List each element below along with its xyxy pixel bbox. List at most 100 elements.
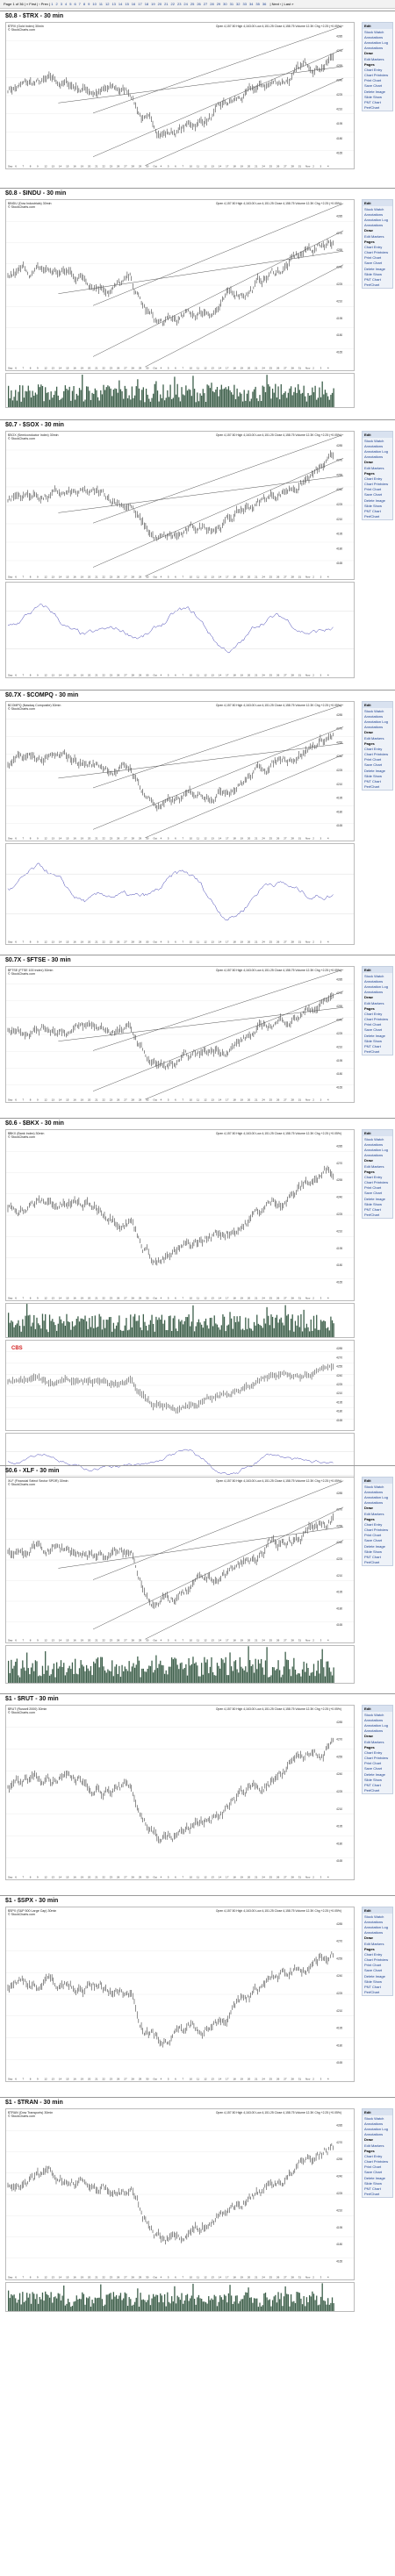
pager-page-link[interactable]: 9 <box>88 2 90 6</box>
sidebar-item[interactable]: Stock Watch <box>364 2115 384 2121</box>
chart-title[interactable]: $0.6 - XLF - 30 min <box>5 1468 60 1474</box>
sidebar-item[interactable]: Pages <box>364 2148 375 2153</box>
sidebar-item[interactable]: PNT Chart <box>364 1207 381 1213</box>
sidebar-item[interactable]: PerfChart <box>364 1990 380 1995</box>
trend-channel-line[interactable] <box>145 487 344 576</box>
pager-page-link[interactable]: 32 <box>236 2 241 6</box>
trend-channel-line[interactable] <box>92 48 344 157</box>
pager-page-link[interactable]: 23 <box>176 2 182 6</box>
sidebar-item[interactable]: Delete Image <box>364 2175 385 2180</box>
sidebar-item[interactable]: PerfChart <box>364 105 380 111</box>
pager-page-link[interactable]: 25 <box>190 2 195 6</box>
sidebar-header[interactable]: Edit <box>363 1706 392 1712</box>
pager-page-link[interactable]: 17 <box>138 2 142 6</box>
sidebar-item[interactable]: Chart Printview <box>364 1957 389 1963</box>
sidebar-item[interactable]: Annotation Log <box>364 719 388 724</box>
pager-page-link[interactable]: 7 <box>78 2 81 6</box>
chart-title[interactable]: $0.8 - $INDU - 30 min <box>5 190 67 197</box>
chart-title[interactable]: $0.7X - $FTSE - 30 min <box>5 957 71 963</box>
trend-channel-line[interactable] <box>92 1480 344 1580</box>
chart-title[interactable]: $1 - $RUT - 30 min <box>5 1696 59 1702</box>
chart-annotation[interactable]: CBS <box>11 1346 23 1351</box>
sidebar-item[interactable]: Slide Show <box>364 1201 383 1206</box>
sidebar-item[interactable]: Annotation Log <box>364 1722 388 1728</box>
pager-page-link[interactable]: 6 <box>74 2 76 6</box>
sidebar-item[interactable]: Annotation Log <box>364 1147 388 1152</box>
pager-page-link[interactable]: 22 <box>170 2 175 6</box>
pager-prefix[interactable]: Page 1 of 36 | « First | ‹ Prev | <box>4 2 51 6</box>
sidebar-item[interactable]: Chart Entry <box>364 244 383 249</box>
trend-channel-line[interactable] <box>58 743 344 779</box>
sidebar-item[interactable]: Delete Image <box>364 1196 385 1201</box>
sidebar-item[interactable]: PerfChart <box>364 2192 380 2197</box>
pager-page-link[interactable]: 12 <box>104 2 110 6</box>
sidebar-item[interactable]: Chart Printview <box>364 2159 389 2165</box>
sidebar-item[interactable]: Draw <box>364 460 373 465</box>
pager-page-link[interactable]: 15 <box>125 2 129 6</box>
sidebar-header[interactable]: Edit <box>363 1130 392 1136</box>
sidebar-item[interactable]: Save Chart <box>364 762 383 768</box>
sidebar-item[interactable]: Edit Markers <box>364 1000 384 1005</box>
sidebar-item[interactable]: Edit Markers <box>364 1739 384 1744</box>
sidebar-item[interactable]: PNT Chart <box>364 277 381 283</box>
chart-title[interactable]: $1 - $TRAN - 30 min <box>5 2100 63 2106</box>
sidebar-item[interactable]: Delete Image <box>364 1771 385 1777</box>
sidebar-item[interactable]: Stock Watch <box>364 973 384 978</box>
sidebar-item[interactable]: Save Chart <box>364 1027 383 1033</box>
sidebar-item[interactable]: Stock Watch <box>364 1712 384 1717</box>
sidebar-item[interactable]: Annotation Log <box>364 39 388 45</box>
sidebar-item[interactable]: Slide Show <box>364 503 383 508</box>
sidebar-item[interactable]: Pages <box>364 741 375 746</box>
trend-channel-line[interactable] <box>92 230 344 357</box>
sidebar-item[interactable]: PNT Chart <box>364 2186 381 2192</box>
sidebar-item[interactable]: Annotations <box>364 978 384 984</box>
sidebar-item[interactable]: Chart Entry <box>364 1750 383 1755</box>
pager-page-link[interactable]: 16 <box>131 2 136 6</box>
sidebar-item[interactable]: PerfChart <box>364 784 380 790</box>
sidebar-item[interactable]: Pages <box>364 1169 375 1174</box>
sidebar-item[interactable]: Stock Watch <box>364 29 384 34</box>
sidebar-item[interactable]: Print Chart <box>364 1963 382 1968</box>
sidebar-item[interactable]: Pages <box>364 239 375 244</box>
volume-chart[interactable] <box>5 2282 355 2312</box>
sidebar-header[interactable]: Edit <box>363 2109 392 2115</box>
sidebar-item[interactable]: Stock Watch <box>364 206 384 211</box>
trend-channel-line[interactable] <box>145 264 344 368</box>
sidebar-header[interactable]: Edit <box>363 702 392 708</box>
pager-page-link[interactable]: 2 <box>55 2 58 6</box>
pager-page-link[interactable]: 11 <box>98 2 103 6</box>
sidebar-item[interactable]: Stock Watch <box>364 1914 384 1919</box>
chart-title[interactable]: $0.6 - $BKX - 30 min <box>5 1120 64 1127</box>
sidebar-item[interactable]: Print Chart <box>364 1185 382 1191</box>
trend-channel-line[interactable] <box>92 203 344 306</box>
sidebar-item[interactable]: Draw <box>364 51 373 56</box>
sidebar-item[interactable]: Annotation Log <box>364 448 388 454</box>
trend-channel-line[interactable] <box>145 1540 344 1640</box>
trend-channel-line[interactable] <box>58 476 344 513</box>
sidebar-item[interactable]: Annotations <box>364 1141 384 1147</box>
sidebar-item[interactable]: Chart Entry <box>364 67 383 72</box>
sidebar-header[interactable]: Edit <box>363 432 392 438</box>
sidebar-item[interactable]: Pages <box>364 1946 375 1951</box>
sidebar-item[interactable]: Pages <box>364 1005 375 1011</box>
sidebar-item[interactable]: Annotation Log <box>364 984 388 989</box>
sidebar-item[interactable]: Save Chart <box>364 261 383 266</box>
sidebar-item[interactable]: Annotations <box>364 1153 384 1158</box>
sidebar-item[interactable]: Print Chart <box>364 487 382 492</box>
trend-channel-line[interactable] <box>145 77 344 166</box>
trend-channel-line[interactable] <box>92 991 344 1091</box>
trend-channel-line[interactable] <box>145 754 344 839</box>
sidebar-item[interactable]: PerfChart <box>364 1560 380 1565</box>
sidebar-item[interactable]: Annotations <box>364 2132 384 2137</box>
sidebar-item[interactable]: Save Chart <box>364 492 383 497</box>
sidebar-item[interactable]: Draw <box>364 730 373 735</box>
sidebar-item[interactable]: Annotation Log <box>364 1924 388 1929</box>
sidebar-item[interactable]: Annotations <box>364 211 384 217</box>
sidebar-item[interactable]: PerfChart <box>364 1213 380 1218</box>
